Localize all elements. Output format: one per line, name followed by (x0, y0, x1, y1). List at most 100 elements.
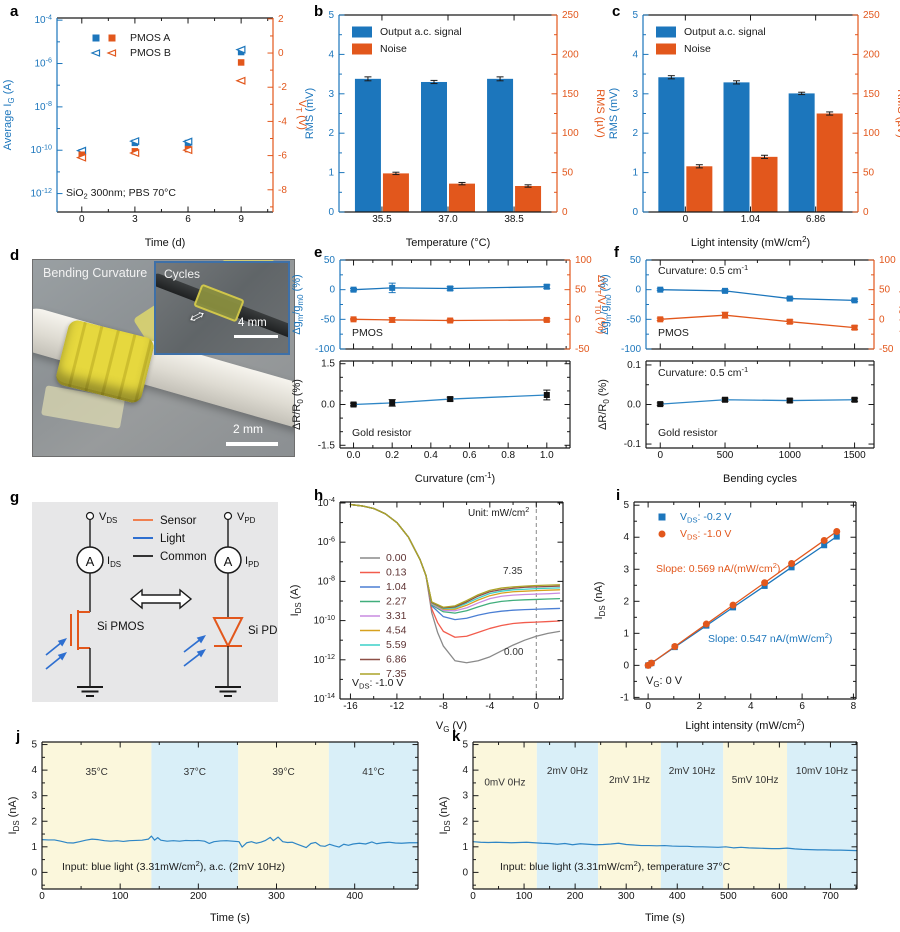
light-arrow (196, 635, 206, 644)
y-tick-label: 50 (324, 255, 336, 266)
panel-a: 0 3 6 9 10-4 10-6 10-8 10-10 10-12 2 0 -2 -4 -6 -8 Time… (2, 12, 308, 249)
y-tick-label: 10-6 (34, 55, 52, 69)
condition-band (787, 742, 857, 889)
annotation: PMOS (658, 327, 689, 339)
y-tick-label: 100 (562, 128, 579, 139)
marker-square (447, 317, 454, 324)
ammeter-glyph: A (224, 554, 233, 569)
y-tick-label: -50 (575, 344, 590, 355)
y-tick-label: -4 (278, 116, 287, 127)
y-tick-label: 5 (328, 10, 334, 21)
y-tick-label: 0 (562, 207, 568, 218)
photo-panel-d: Bending Curvature 2 mm ⇔ Cycles 4 mm (32, 259, 295, 457)
panel-f2: 0 500 1000 1500 0.1 0.0 -0.1 Bending cycles ΔR/R… (597, 359, 875, 485)
y-tick-label: 100 (879, 255, 896, 266)
marker-square (722, 396, 729, 403)
label-si-pd: Si PD (248, 625, 277, 637)
marker-square (722, 312, 729, 319)
marker-triangle (235, 76, 246, 85)
legend-label: 7.35 (386, 668, 407, 680)
annotation: SiO2 300nm; PBS 70°C (66, 187, 176, 201)
y-tick-label: 2 (632, 128, 638, 139)
noise-bars (515, 185, 542, 212)
x-tick-label: 4 (748, 701, 754, 712)
condition-band (238, 742, 329, 889)
marker-square (657, 316, 664, 323)
y-tick-label: 0.1 (627, 359, 641, 370)
marker-square (543, 316, 550, 323)
label-vpd: VPD (237, 511, 256, 525)
y-tick-label: 4 (462, 765, 468, 776)
y-tick-label: 1.5 (321, 358, 335, 369)
y-tick-label: -100 (621, 344, 641, 355)
x-tick-label: 0 (534, 701, 540, 712)
y-tick-label: -6 (278, 150, 287, 161)
marker-triangle (182, 137, 193, 146)
y-tick-label: 3 (462, 790, 468, 801)
marker-square (658, 513, 666, 521)
band-label: 0mV 0Hz (484, 777, 525, 788)
y-tick-label: 10-6 (317, 534, 335, 548)
panel-letter-a: a (10, 3, 19, 20)
x-tick-label: 400 (346, 891, 363, 902)
y-tick-label: 0 (329, 284, 335, 295)
ids-trace-temp (41, 835, 419, 849)
annotation: VDS: -1.0 V (352, 677, 403, 691)
x-axis-label: Light intensity (mW/cm2) (691, 235, 810, 249)
photo-label-cycles: Cycles (164, 267, 201, 281)
condition-band (328, 742, 418, 889)
marker-square (543, 283, 550, 290)
marker-circle (788, 560, 796, 568)
legend-label: Output a.c. signal (380, 26, 462, 38)
y-tick-label: 0.0 (321, 399, 335, 410)
legend-label: 4.54 (386, 625, 407, 637)
y-tick-label: 0 (328, 207, 334, 218)
y-tick-label: 50 (575, 284, 587, 295)
y-tick-label: 2 (278, 13, 284, 24)
band-label: 2mV 1Hz (609, 775, 650, 786)
panel-b: 35.5 37.0 38.5012345050100150200250Tempera… (304, 10, 606, 250)
band-label: 5mV 10Hz (732, 775, 779, 786)
light-arrow (57, 652, 67, 661)
output-ac-signal-bars (658, 77, 685, 212)
x-tick-label: 0 (79, 214, 85, 225)
y-tick-label: 5 (462, 739, 468, 750)
x-tick-label: 0.0 (347, 450, 361, 461)
marker-square (237, 59, 245, 66)
y-tick-label: -8 (278, 184, 287, 195)
annotation: PMOS (352, 327, 383, 339)
y-axis-label-left: RMS (mV) (608, 88, 620, 139)
y-tick-label: 1 (31, 841, 37, 852)
y-tick-label: -1.5 (318, 440, 336, 451)
annotation: Slope: 0.547 nA/(mW/cm2) (708, 631, 832, 645)
y-tick-label: 4 (328, 49, 334, 60)
y-tick-label: 250 (863, 10, 880, 21)
legend-label: VDS: -1.0 V (680, 528, 731, 541)
y-axis-label-left: IDS (nA) (7, 797, 21, 835)
photo-label-bending: Bending Curvature (43, 266, 148, 280)
condition-band (723, 742, 788, 889)
annotation: Curvature: 0.5 cm-1 (658, 365, 748, 379)
marker-square (722, 287, 729, 294)
y-axis-label-right: RMS (µV) (594, 89, 606, 138)
marker-square (389, 399, 396, 406)
y-tick-label: 4 (623, 532, 629, 543)
marker-triangle (129, 148, 140, 158)
x-tick-label: 600 (771, 891, 788, 902)
legend-swatch (352, 26, 372, 38)
x-tick-label: 37.0 (438, 214, 458, 225)
annotation: Input: blue light (3.31mW/cm2), temperat… (500, 859, 731, 873)
y-tick-label: -50 (879, 344, 894, 355)
x-tick-label: 0 (645, 701, 651, 712)
marker-square (92, 34, 100, 42)
legend-label: 3.31 (386, 610, 407, 622)
curve-4.54 (349, 503, 561, 610)
marker-triangle (182, 145, 193, 155)
marker-square (851, 324, 858, 331)
y-tick-label: 1 (623, 628, 629, 639)
light-arrow (45, 655, 63, 670)
y-tick-label: 0 (278, 48, 284, 59)
y-tick-label: 5 (31, 739, 37, 750)
label-si-pmos: Si PMOS (97, 621, 145, 633)
legend-swatch (656, 43, 676, 55)
